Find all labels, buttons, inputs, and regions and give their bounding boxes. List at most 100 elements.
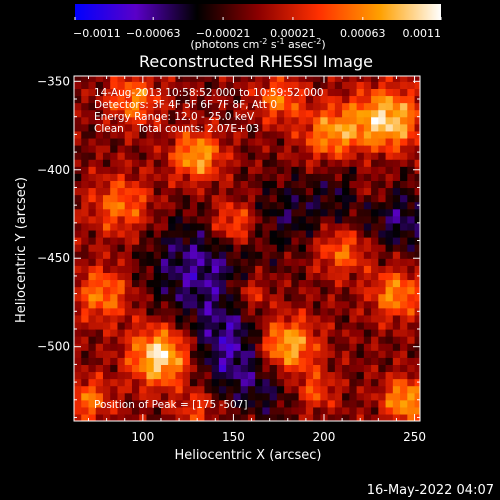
heatmap-cell [131,194,140,203]
heatmap-cell [81,406,90,415]
heatmap-cell [168,265,177,273]
overlay-annotations: 14-Aug-2013 10:58:52.000 to 10:59:52.000… [94,87,324,411]
heatmap-cell [342,237,350,245]
heatmap-cell [269,329,278,337]
heatmap-cell [298,229,307,238]
heatmap-cell [269,81,278,89]
heatmap-cell [168,314,177,323]
heatmap-cell [153,265,162,273]
heatmap-cell [88,293,97,302]
heatmap-cell [371,88,379,97]
heatmap-cell [240,152,249,160]
heatmap-cell [356,399,365,408]
heatmap-cell [88,279,97,288]
heatmap-cell [117,329,126,337]
heatmap-cell [74,145,82,153]
heatmap-cell [349,166,358,174]
heatmap-cell [168,413,177,421]
heatmap-cell [218,406,227,415]
heatmap-cell [291,130,300,139]
heatmap-cell [276,180,285,189]
heatmap-cell [182,336,191,344]
heatmap-cell [240,159,249,167]
heatmap-cell [182,314,191,323]
x-tick-label: 100 [131,430,154,444]
heatmap-cell [226,123,235,132]
heatmap-cell [378,258,387,266]
heatmap-cell [102,237,111,245]
heatmap-cell [327,137,336,146]
heatmap-cell [284,109,292,118]
heatmap-cell [88,194,97,203]
heatmap-cell [400,258,408,266]
heatmap-cell [175,265,184,273]
heatmap-cell [400,378,408,387]
heatmap-cell [327,145,336,153]
heatmap-cell [81,76,90,82]
heatmap-cell [102,364,111,373]
heatmap-cell [211,222,220,231]
heatmap-cell [95,371,104,380]
heatmap-cell [117,272,126,281]
heatmap-cell [131,166,140,174]
heatmap-cell [313,159,321,167]
heatmap-cell [197,173,206,181]
heatmap-cell [168,130,177,139]
heatmap-cell [131,336,140,344]
heatmap-cell [160,357,169,365]
heatmap-cell [269,357,278,365]
heatmap-cell [168,88,177,97]
heatmap-cell [327,109,336,118]
heatmap-cell [400,229,408,238]
heatmap-cell [168,251,177,259]
heatmap-cell [247,130,256,139]
heatmap-cell [298,137,307,146]
heatmap-cell [400,152,408,160]
heatmap-cell [175,88,184,97]
heatmap-cell [407,286,416,295]
heatmap-cell [211,364,220,373]
heatmap-cell [392,364,401,373]
heatmap-cell [269,371,278,380]
heatmap-cell [298,208,307,217]
heatmap-cell [233,229,242,238]
heatmap-cell [204,237,213,245]
heatmap-cell [240,194,249,203]
heatmap-cell [327,272,336,281]
heatmap-cell [240,102,249,111]
heatmap-cell [240,229,249,238]
heatmap-cell [320,385,329,394]
heatmap-cell [342,343,350,351]
heatmap-cell [414,76,420,82]
heatmap-cell [392,229,401,238]
heatmap-cell [204,222,213,231]
heatmap-cell [168,109,177,118]
heatmap-cell [139,145,148,153]
heatmap-cell [226,279,235,288]
heatmap-cell [262,343,271,351]
heatmap-cell [378,173,387,181]
heatmap-cell [414,194,420,203]
heatmap-cell [182,300,191,309]
heatmap-cell [269,336,278,344]
heatmap-cell [284,208,292,217]
heatmap-cell [392,399,401,408]
heatmap-cell [124,180,133,189]
heatmap-cell [349,95,358,104]
heatmap-cell [131,392,140,401]
heatmap-cell [117,152,126,160]
heatmap-cell [276,279,285,288]
heatmap-cell [204,76,213,82]
heatmap-cell [313,364,321,373]
heatmap-cell [334,244,343,252]
heatmap-cell [81,244,90,252]
heatmap-cell [349,300,358,309]
heatmap-cell [226,102,235,111]
heatmap-cell [124,406,133,415]
heatmap-cell [349,406,358,415]
heatmap-cell [392,406,401,415]
heatmap-cell [211,251,220,259]
heatmap-cell [189,116,198,125]
heatmap-cell [102,279,111,288]
heatmap-cell [117,95,126,104]
